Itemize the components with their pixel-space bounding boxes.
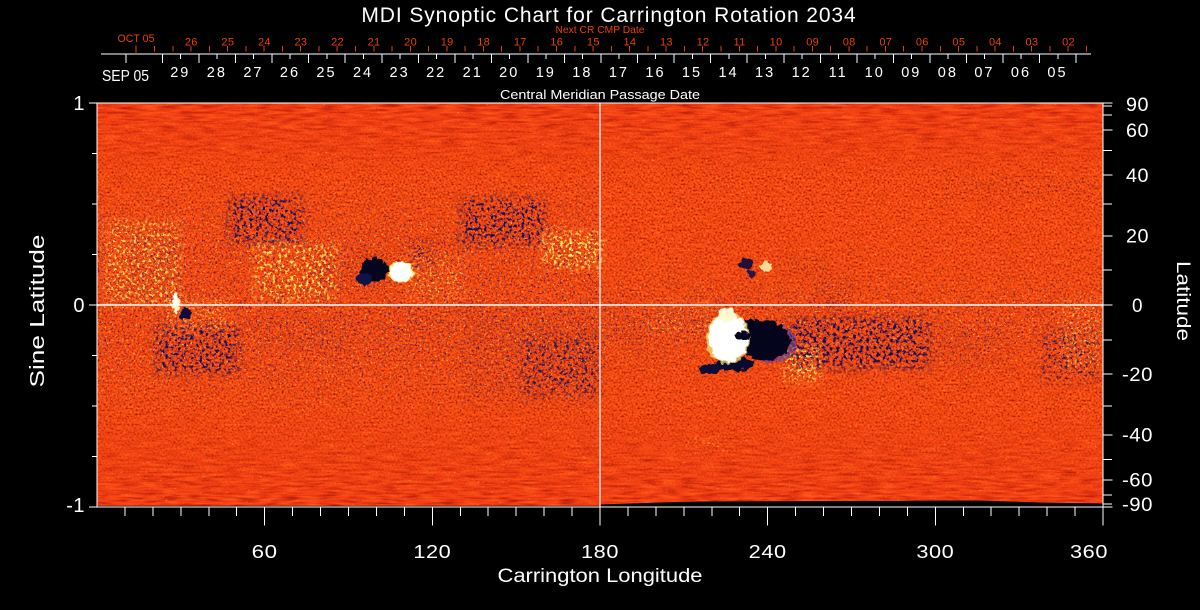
svg-text:23: 23 <box>295 37 308 49</box>
svg-text:04: 04 <box>989 37 1002 49</box>
svg-text:23: 23 <box>390 65 410 81</box>
svg-text:09: 09 <box>806 37 819 49</box>
svg-text:-60: -60 <box>1122 471 1153 492</box>
svg-text:15: 15 <box>682 65 702 81</box>
svg-text:07: 07 <box>879 37 892 49</box>
svg-text:15: 15 <box>587 37 600 49</box>
svg-text:22: 22 <box>426 65 446 81</box>
svg-text:20: 20 <box>499 65 519 81</box>
svg-text:18: 18 <box>572 65 592 81</box>
svg-text:10: 10 <box>865 65 885 81</box>
svg-text:09: 09 <box>901 65 921 81</box>
svg-text:29: 29 <box>170 65 190 81</box>
svg-text:02: 02 <box>1062 37 1075 49</box>
svg-text:08: 08 <box>843 37 856 49</box>
svg-text:Latitude: Latitude <box>1172 261 1193 341</box>
svg-text:14: 14 <box>623 37 636 49</box>
svg-text:120: 120 <box>413 541 451 562</box>
svg-text:27: 27 <box>243 65 263 81</box>
svg-text:26: 26 <box>280 65 300 81</box>
svg-text:25: 25 <box>316 65 336 81</box>
svg-text:05: 05 <box>1047 65 1067 81</box>
svg-text:19: 19 <box>441 37 454 49</box>
svg-text:24: 24 <box>353 65 373 81</box>
svg-text:13: 13 <box>660 37 673 49</box>
svg-text:SEP 05: SEP 05 <box>102 68 149 85</box>
svg-text:12: 12 <box>697 37 710 49</box>
svg-text:28: 28 <box>207 65 227 81</box>
svg-text:OCT 05: OCT 05 <box>118 33 155 45</box>
svg-text:0: 0 <box>73 295 85 317</box>
svg-text:240: 240 <box>749 541 787 562</box>
svg-text:16: 16 <box>550 37 563 49</box>
svg-text:-20: -20 <box>1122 365 1153 386</box>
svg-text:-40: -40 <box>1122 426 1153 447</box>
svg-text:180: 180 <box>581 541 619 562</box>
svg-text:Carrington Longitude: Carrington Longitude <box>498 566 703 587</box>
svg-text:24: 24 <box>258 37 271 49</box>
svg-text:Next CR CMP Date: Next CR CMP Date <box>556 24 645 36</box>
svg-text:12: 12 <box>792 65 812 81</box>
svg-text:1: 1 <box>73 93 85 115</box>
svg-text:11: 11 <box>734 37 746 49</box>
svg-text:08: 08 <box>938 65 958 81</box>
svg-text:17: 17 <box>514 37 527 49</box>
svg-text:10: 10 <box>770 37 783 49</box>
svg-text:360: 360 <box>1070 541 1108 562</box>
svg-text:22: 22 <box>331 37 344 49</box>
svg-text:07: 07 <box>974 65 994 81</box>
svg-text:21: 21 <box>368 37 381 49</box>
svg-text:21: 21 <box>463 65 483 81</box>
svg-text:26: 26 <box>185 37 198 49</box>
svg-text:MDI Synoptic Chart for Carring: MDI Synoptic Chart for Carrington Rotati… <box>361 4 856 27</box>
svg-text:Central Meridian Passage Date: Central Meridian Passage Date <box>500 87 700 102</box>
svg-text:-1: -1 <box>66 495 85 517</box>
svg-text:19: 19 <box>536 65 556 81</box>
svg-text:14: 14 <box>718 65 738 81</box>
svg-text:60: 60 <box>252 541 278 562</box>
svg-text:17: 17 <box>609 65 629 81</box>
svg-text:18: 18 <box>477 37 490 49</box>
svg-text:40: 40 <box>1126 166 1149 187</box>
svg-text:03: 03 <box>1026 37 1039 49</box>
svg-text:20: 20 <box>1126 227 1149 248</box>
svg-text:300: 300 <box>916 541 954 562</box>
svg-text:90: 90 <box>1126 95 1149 116</box>
svg-text:06: 06 <box>1011 65 1031 81</box>
svg-text:-90: -90 <box>1122 495 1153 516</box>
svg-text:16: 16 <box>645 65 665 81</box>
svg-text:13: 13 <box>755 65 775 81</box>
svg-text:60: 60 <box>1126 121 1149 142</box>
svg-text:20: 20 <box>404 37 417 49</box>
svg-text:05: 05 <box>952 37 965 49</box>
svg-text:11: 11 <box>829 65 848 81</box>
svg-text:06: 06 <box>916 37 929 49</box>
svg-text:Sine Latitude: Sine Latitude <box>27 235 49 388</box>
svg-text:25: 25 <box>221 37 234 49</box>
svg-text:0: 0 <box>1132 296 1143 317</box>
